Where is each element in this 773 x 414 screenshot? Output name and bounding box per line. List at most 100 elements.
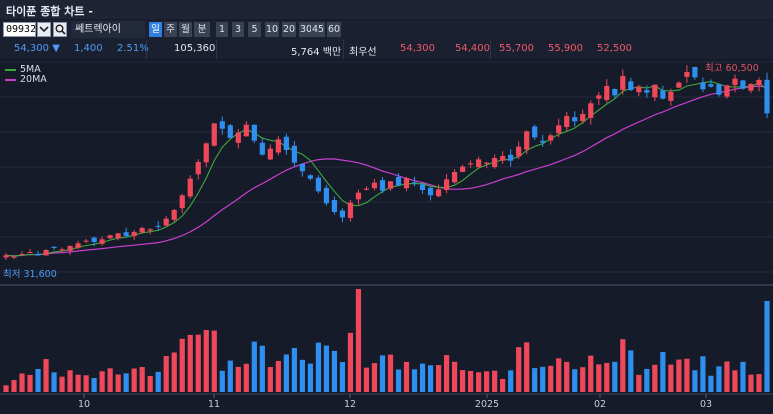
candle [644, 89, 650, 93]
volume-bar [147, 375, 153, 392]
volume-bar [435, 365, 442, 392]
minute-1-button[interactable]: 1 [216, 22, 228, 37]
volume-bar [668, 364, 674, 392]
candle [443, 179, 450, 191]
candle [548, 135, 554, 141]
volume-bar [556, 358, 562, 392]
volume-bar [451, 361, 458, 392]
price-change-percent: 2.51% [117, 43, 149, 54]
volume-bar [211, 330, 217, 392]
volume-bar [155, 371, 161, 392]
volume-bar [676, 359, 682, 392]
candle [652, 84, 658, 98]
current-price: 54,300 ▼ [14, 43, 60, 54]
candle [227, 125, 233, 138]
candle [604, 86, 610, 101]
candle [259, 142, 265, 155]
trade-amount: 5,764 백만 [291, 47, 342, 58]
volume-bar [740, 361, 746, 392]
period-monthly-button[interactable]: 월 [179, 22, 192, 37]
minute-45-button[interactable]: 45 [311, 22, 325, 37]
volume-bar [19, 373, 25, 392]
candle [580, 114, 586, 122]
candle [323, 187, 330, 204]
ma20-line [5, 85, 768, 257]
candle [19, 254, 25, 255]
volume-bar [51, 372, 57, 392]
candle [43, 250, 49, 256]
volume-bar [131, 368, 137, 392]
volume-bar [35, 369, 41, 392]
volume-bar [99, 371, 105, 392]
candle [75, 243, 81, 248]
candle [476, 159, 482, 168]
candle [251, 124, 257, 141]
candle [700, 82, 706, 90]
ma5-line [5, 81, 768, 257]
legend-ma20: 20MA [5, 74, 47, 85]
candle [435, 189, 442, 197]
volume-bar [427, 365, 434, 392]
volume-bar [516, 347, 522, 392]
period-daily-button[interactable]: 일 [149, 22, 162, 37]
minute-60-button[interactable]: 60 [327, 22, 341, 37]
quote-divider [343, 40, 344, 59]
quote-divider [490, 40, 491, 59]
code-dropdown-button[interactable] [37, 22, 51, 37]
period-weekly-button[interactable]: 주 [164, 22, 177, 37]
candle [107, 235, 113, 239]
quote-divider [216, 40, 217, 59]
candle [740, 80, 746, 89]
volume-bar [331, 350, 338, 392]
volume-bar [163, 356, 169, 392]
stock-search-button[interactable] [53, 22, 67, 37]
candle [163, 218, 169, 226]
candle [492, 158, 498, 168]
minute-20-button[interactable]: 20 [282, 22, 296, 37]
volume-bar [604, 362, 610, 392]
volume-bar [59, 376, 65, 392]
candle [419, 184, 426, 190]
candle [155, 225, 161, 227]
candle [243, 124, 249, 137]
x-tick-label: 02 [594, 399, 606, 410]
window-title: 타이푼 종합 차트 - [6, 5, 93, 18]
minute-10-button[interactable]: 10 [265, 22, 279, 37]
volume-bar [323, 345, 330, 392]
volume-bar [371, 363, 378, 392]
quote-bar: 54,300 ▼ 1,400 2.51% 105,360 5,764 백만 최우… [0, 40, 773, 59]
high-annotation: 최고 60,500 [705, 63, 759, 74]
candle [764, 79, 770, 114]
minute-5-button[interactable]: 5 [248, 22, 261, 37]
x-tick-label: 2025 [475, 399, 499, 410]
volume-bar [67, 370, 73, 392]
candle [628, 81, 634, 90]
stock-code-input[interactable]: 099320 [3, 22, 36, 37]
candle [51, 246, 57, 248]
period-minute-button[interactable]: 분 [194, 22, 210, 37]
volume-bar [83, 375, 89, 392]
x-tick-label: 10 [78, 399, 90, 410]
volume-bar [468, 370, 474, 392]
x-tick-label: 11 [208, 399, 220, 410]
best-bid-price: 54,400 [455, 43, 490, 54]
volume-bar [532, 368, 538, 392]
volume-bar [387, 354, 394, 392]
best-quote-label: 최우선 [349, 47, 377, 58]
candle [660, 90, 666, 99]
candle [371, 182, 378, 189]
volume-bar [548, 365, 554, 392]
candle [235, 132, 241, 143]
volume-bar [43, 359, 49, 392]
candle [27, 252, 33, 253]
best-ask-price: 54,300 [400, 43, 435, 54]
candle [668, 92, 674, 101]
minute-3-button[interactable]: 3 [232, 22, 244, 37]
volume-bar [75, 374, 81, 392]
volume-bar [115, 374, 121, 392]
volume-bar [363, 367, 370, 392]
volume-bar [195, 334, 201, 392]
down-arrow-icon: ▼ [52, 43, 60, 54]
minute-30-button[interactable]: 30 [299, 22, 313, 37]
